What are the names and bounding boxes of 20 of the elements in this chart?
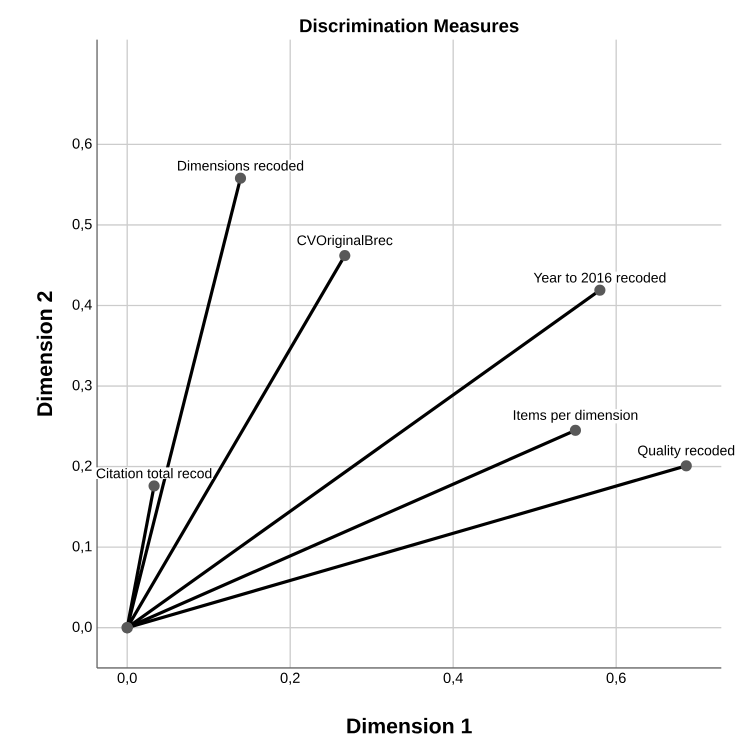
y-tick-label: 0,1: [72, 541, 92, 554]
annotation: Year to 2016 recoded: [534, 272, 666, 283]
x-tick-label: 0,6: [606, 672, 626, 685]
y-tick-label: 0,6: [72, 138, 92, 150]
chart-title: Discrimination Measures: [300, 18, 519, 32]
x-tick-label: 0,4: [444, 672, 463, 685]
y-tick-label: 0,4: [72, 299, 92, 312]
annotation: Quality recoded: [638, 445, 734, 458]
x-tick-label: 0,2: [280, 672, 300, 685]
annotation: Dimensions recoded: [178, 160, 304, 171]
y-tick-label: 0,5: [72, 218, 92, 231]
y-tick-label: 0,2: [72, 460, 92, 473]
y-tick-label: 0,3: [72, 380, 92, 392]
annotation: Items per dimension: [514, 410, 638, 423]
annotation: CVOriginalBrec: [298, 234, 393, 248]
y-axis-title: Dimension 2: [36, 291, 52, 416]
x-tick-label: 0,0: [118, 672, 137, 685]
x-axis-title: Dimension 1: [347, 718, 472, 734]
y-tick-label: 0,0: [72, 622, 92, 634]
annotation: Citation total recod: [96, 468, 212, 478]
